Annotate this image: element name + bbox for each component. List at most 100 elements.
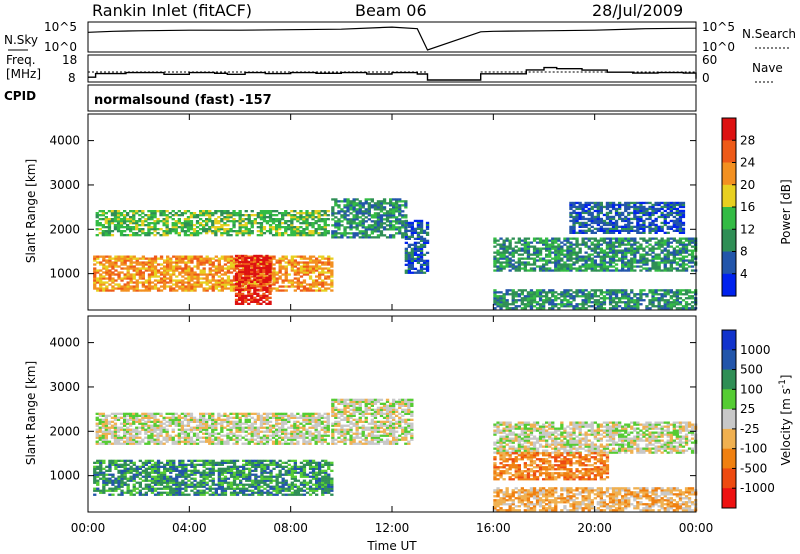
power-cell: [633, 251, 637, 254]
power-cell: [675, 229, 679, 232]
power-cell: [505, 301, 509, 304]
power-cell: [651, 223, 655, 227]
velocity-cell: [141, 416, 145, 419]
power-x-ticks: [87, 114, 697, 310]
power-cell: [343, 210, 347, 213]
power-cell: [621, 229, 625, 232]
power-cell: [621, 225, 625, 228]
power-cell: [642, 289, 646, 292]
power-cell: [358, 204, 362, 207]
power-cell: [624, 255, 628, 258]
velocity-cell: [229, 412, 233, 415]
power-cell: [214, 283, 218, 286]
power-cell: [398, 210, 402, 213]
power-cell: [535, 255, 540, 258]
power-cell: [302, 267, 307, 270]
power-cell: [150, 263, 155, 266]
power-cell: [572, 217, 576, 221]
power-cell: [367, 234, 371, 237]
power-cell: [508, 259, 512, 262]
power-cell: [520, 263, 524, 266]
power-cell: [126, 289, 130, 292]
power-cell: [681, 263, 686, 266]
power-cell: [308, 265, 313, 268]
power-cell: [104, 234, 108, 237]
power-cell: [385, 224, 390, 227]
power-cell: [529, 301, 534, 304]
power-cell: [599, 239, 603, 242]
power-cell: [681, 213, 686, 217]
power-cell: [293, 265, 297, 268]
velocity-cell: [177, 420, 181, 423]
power-cell: [636, 209, 640, 213]
power-cell: [290, 220, 294, 223]
velocity-cell: [268, 434, 273, 437]
velocity-cell: [250, 428, 254, 431]
power-cell: [645, 207, 649, 211]
power-cell: [132, 226, 136, 229]
power-cell: [275, 214, 279, 217]
power-cell: [624, 223, 628, 227]
velocity-cell: [153, 434, 157, 437]
power-cell: [205, 228, 209, 231]
power-cell: [630, 267, 634, 270]
power-cell: [407, 255, 411, 258]
power-cell: [678, 203, 683, 207]
power-cell: [569, 225, 573, 228]
power-cell: [575, 289, 579, 292]
power-cell: [321, 279, 325, 282]
power-cell: [349, 200, 353, 203]
power-cell: [355, 212, 359, 215]
power-cell: [102, 289, 106, 292]
power-cell: [648, 301, 652, 304]
power-cell: [242, 287, 246, 290]
power-cell: [135, 285, 139, 288]
power-cell: [195, 232, 200, 235]
power-cell: [639, 265, 643, 268]
power-cell: [535, 247, 540, 250]
velocity-cell: [113, 442, 118, 445]
power-cell: [346, 232, 350, 235]
power-cell: [554, 249, 558, 252]
velocity-cell: [147, 440, 151, 443]
power-cell: [220, 220, 224, 223]
power-cell: [627, 265, 631, 268]
power-cell: [177, 234, 181, 237]
power-cell: [517, 249, 521, 252]
power-cell: [590, 267, 594, 270]
power-cell: [572, 225, 576, 228]
velocity-cell: [259, 440, 264, 443]
power-cell: [614, 225, 619, 228]
power-cell: [144, 269, 148, 272]
power-cell: [657, 305, 661, 308]
power-cell: [554, 269, 558, 272]
power-cell: [299, 234, 303, 237]
power-cell: [135, 257, 139, 260]
power-cell: [346, 218, 350, 221]
power-cell: [343, 204, 347, 207]
power-cell: [247, 298, 251, 301]
power-cell: [590, 297, 594, 300]
power-cell: [138, 210, 142, 213]
power-cell: [675, 261, 679, 264]
power-colorbar-swatch: [722, 184, 736, 208]
power-cell: [211, 277, 215, 280]
power-cell: [250, 292, 254, 295]
velocity-cell: [256, 436, 260, 439]
power-cell: [311, 281, 316, 284]
power-cell: [168, 232, 172, 235]
power-cell: [382, 226, 387, 229]
power-cell: [419, 247, 424, 250]
nave-tick-60: 60: [702, 53, 717, 67]
power-cell: [269, 283, 273, 286]
velocity-cell: [195, 438, 200, 441]
power-cell: [642, 293, 646, 296]
velocity-cell: [256, 426, 260, 429]
power-cell: [690, 265, 695, 268]
power-cell: [554, 303, 558, 306]
power-cell: [416, 223, 421, 227]
power-cell: [299, 289, 304, 292]
power-cell: [422, 245, 427, 248]
velocity-cell: [256, 440, 260, 443]
velocity-cell: [138, 430, 142, 433]
